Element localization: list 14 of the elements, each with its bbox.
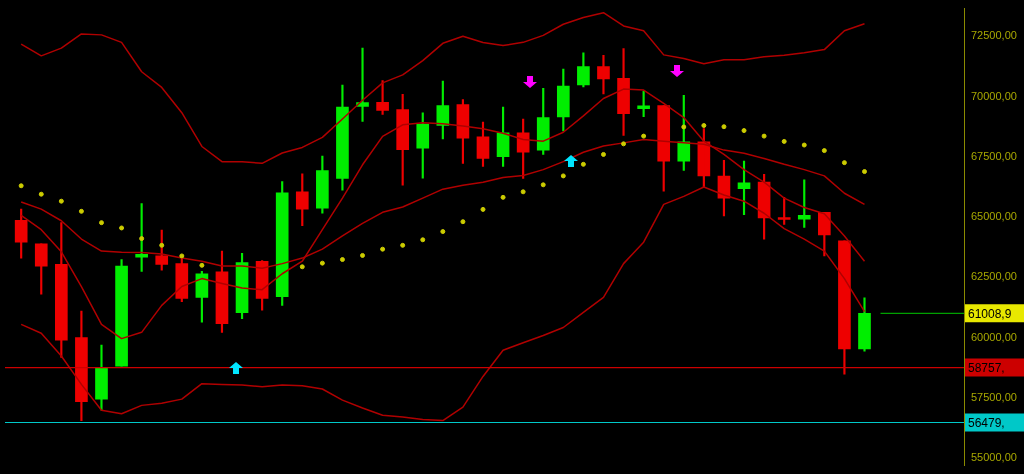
y-tick-label: 62500,00 [971,270,1017,283]
y-tick-label: 55000,00 [971,451,1017,464]
candlestick [797,179,811,228]
candlestick [376,80,389,115]
y-tick-label: 70000,00 [971,89,1017,102]
candlestick [637,90,650,117]
ref-line-label: 61008,9 [968,306,1012,321]
y-tick-label: 72500,00 [971,29,1017,42]
y-tick-label: 67500,00 [971,149,1017,162]
y-tick-label: 65000,00 [971,210,1017,223]
ref-line-label: 58757, [968,360,1005,375]
y-tick-label: 60000,00 [971,330,1017,343]
y-tick-label: 57500,00 [971,390,1017,403]
ref-line-label: 56479, [968,415,1005,430]
